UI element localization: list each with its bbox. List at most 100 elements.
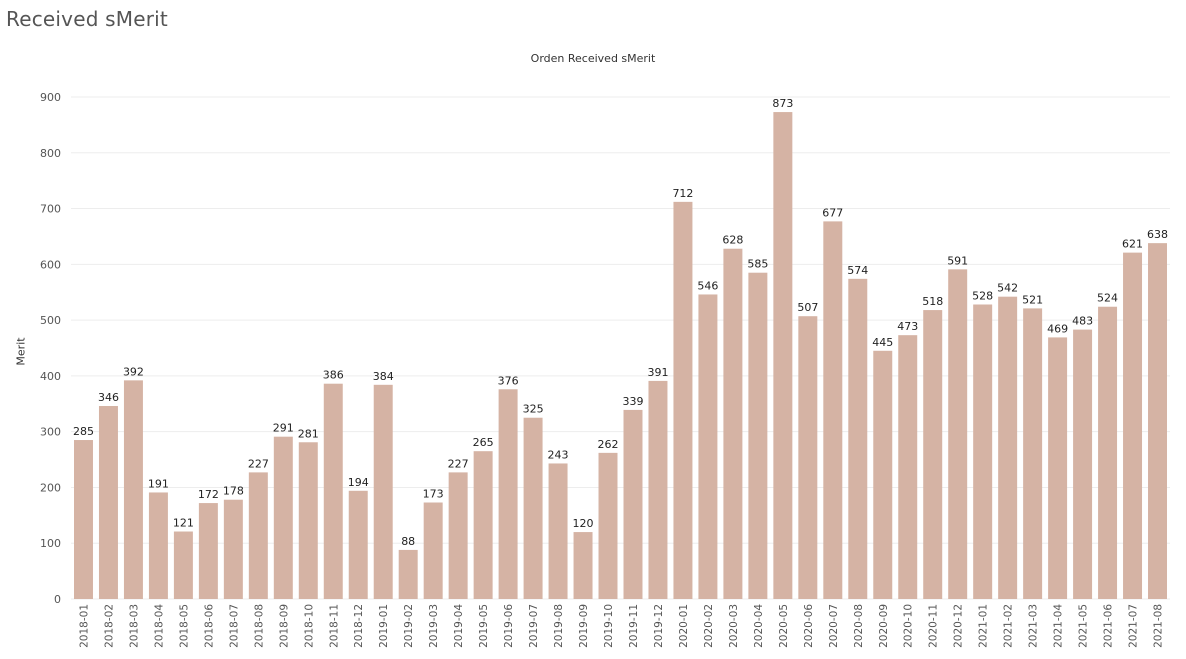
data-label: 265 bbox=[473, 436, 494, 449]
data-label: 178 bbox=[223, 485, 244, 498]
y-tick-label: 500 bbox=[40, 314, 61, 327]
bar bbox=[848, 278, 868, 599]
data-label: 346 bbox=[98, 391, 119, 404]
bar bbox=[73, 440, 93, 599]
bar bbox=[173, 531, 193, 599]
data-label: 677 bbox=[822, 206, 843, 219]
x-tick-label: 2018-03 bbox=[128, 604, 140, 648]
data-label: 585 bbox=[747, 258, 768, 271]
x-tick-label: 2018-02 bbox=[103, 604, 115, 648]
x-tick-label: 2020-12 bbox=[953, 604, 965, 648]
y-tick-label: 200 bbox=[40, 481, 61, 494]
x-tick-label: 2020-07 bbox=[828, 604, 840, 648]
x-tick-label: 2020-05 bbox=[778, 604, 790, 648]
y-tick-label: 600 bbox=[40, 258, 61, 271]
y-axis-ticks: 0 100 200 300 400 500 600 700 800 900 bbox=[40, 91, 61, 606]
x-tick-label: 2021-02 bbox=[1003, 604, 1015, 648]
bar bbox=[798, 316, 818, 599]
bar bbox=[648, 380, 668, 599]
data-label: 88 bbox=[401, 535, 415, 548]
x-tick-label: 2020-09 bbox=[878, 604, 890, 648]
bar bbox=[873, 350, 893, 599]
data-label: 528 bbox=[972, 289, 993, 302]
bar bbox=[1123, 252, 1143, 599]
data-label: 391 bbox=[647, 366, 668, 379]
bar bbox=[398, 549, 418, 599]
data-label: 262 bbox=[598, 438, 619, 451]
x-tick-label: 2019-10 bbox=[603, 604, 615, 648]
data-label: 392 bbox=[123, 365, 144, 378]
x-tick-label: 2020-03 bbox=[728, 604, 740, 648]
bar bbox=[973, 304, 993, 599]
bar bbox=[573, 532, 593, 599]
bar bbox=[473, 451, 493, 599]
x-tick-label: 2020-04 bbox=[753, 604, 765, 648]
data-label: 473 bbox=[897, 320, 918, 333]
data-label: 521 bbox=[1022, 293, 1043, 306]
data-label: 291 bbox=[273, 422, 294, 435]
bar bbox=[1098, 306, 1118, 599]
x-tick-label: 2018-12 bbox=[353, 604, 365, 648]
x-tick-label: 2019-11 bbox=[628, 604, 640, 648]
x-tick-label: 2020-11 bbox=[928, 604, 940, 648]
x-tick-label: 2019-02 bbox=[403, 604, 415, 648]
data-label: 281 bbox=[298, 427, 319, 440]
y-tick-label: 100 bbox=[40, 537, 61, 550]
x-axis-ticks: 2018-01 2018-02 2018-03 2018-04 2018-05 2018-… bbox=[78, 604, 1164, 648]
bar bbox=[248, 472, 268, 599]
data-label: 524 bbox=[1097, 292, 1118, 305]
data-label: 628 bbox=[722, 234, 743, 247]
x-tick-label: 2020-10 bbox=[903, 604, 915, 648]
bar bbox=[1073, 329, 1093, 599]
chart-title: Orden Received sMerit bbox=[530, 52, 656, 65]
x-tick-label: 2018-05 bbox=[178, 604, 190, 648]
x-tick-label: 2018-07 bbox=[228, 604, 240, 648]
data-label: 591 bbox=[947, 254, 968, 267]
bar bbox=[448, 472, 468, 599]
x-tick-label: 2019-06 bbox=[503, 604, 515, 648]
x-tick-label: 2021-06 bbox=[1103, 604, 1115, 648]
x-tick-label: 2018-04 bbox=[153, 604, 165, 648]
data-labels: 285 346 392 191 121 172 178 227 291 281 386 194 384 8… bbox=[73, 97, 1168, 548]
data-label: 172 bbox=[198, 488, 219, 501]
x-tick-label: 2018-06 bbox=[203, 604, 215, 648]
bar bbox=[698, 294, 718, 599]
x-tick-label: 2020-08 bbox=[853, 604, 865, 648]
data-label: 638 bbox=[1147, 228, 1168, 241]
bar bbox=[498, 389, 518, 599]
bar bbox=[323, 383, 343, 599]
x-tick-label: 2021-05 bbox=[1078, 604, 1090, 648]
data-label: 542 bbox=[997, 282, 1018, 295]
bar bbox=[423, 502, 443, 599]
bar bbox=[298, 442, 318, 599]
bar bbox=[748, 272, 768, 599]
bar bbox=[1023, 308, 1043, 599]
bar bbox=[223, 499, 243, 599]
data-label: 227 bbox=[248, 457, 269, 470]
bar bbox=[548, 463, 568, 599]
data-label: 121 bbox=[173, 517, 194, 530]
data-label: 339 bbox=[622, 395, 643, 408]
bar bbox=[1148, 243, 1168, 600]
x-tick-label: 2021-04 bbox=[1053, 604, 1065, 648]
data-label: 173 bbox=[423, 488, 444, 501]
x-tick-label: 2018-08 bbox=[253, 604, 265, 648]
data-label: 469 bbox=[1047, 322, 1068, 335]
bar bbox=[523, 417, 543, 599]
data-label: 325 bbox=[523, 403, 544, 416]
bar bbox=[98, 406, 118, 599]
x-tick-label: 2018-01 bbox=[78, 604, 90, 648]
x-tick-label: 2018-10 bbox=[303, 604, 315, 648]
x-tick-label: 2020-01 bbox=[678, 604, 690, 648]
x-tick-label: 2019-01 bbox=[378, 604, 390, 648]
x-tick-label: 2018-09 bbox=[278, 604, 290, 648]
data-label: 384 bbox=[373, 370, 394, 383]
x-tick-label: 2019-09 bbox=[578, 604, 590, 648]
data-label: 285 bbox=[73, 425, 94, 438]
data-label: 712 bbox=[672, 187, 693, 200]
data-label: 120 bbox=[573, 517, 594, 530]
bar bbox=[623, 409, 643, 599]
x-tick-label: 2021-08 bbox=[1153, 604, 1165, 648]
y-tick-label: 800 bbox=[40, 147, 61, 160]
data-label: 574 bbox=[847, 264, 868, 277]
